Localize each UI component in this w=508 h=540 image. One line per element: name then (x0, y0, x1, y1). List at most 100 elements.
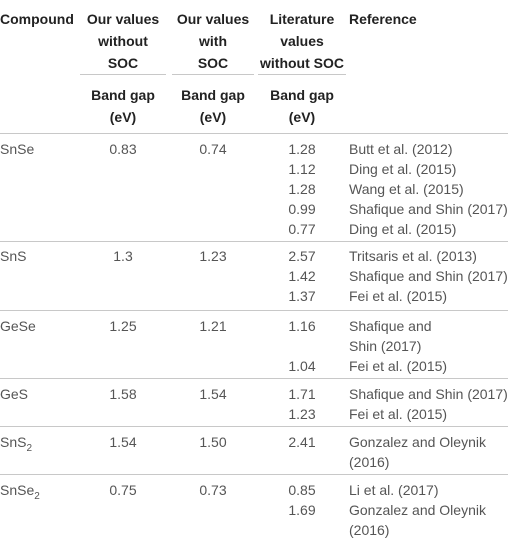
subheader-col1-line1: Band gap (91, 87, 155, 103)
reference-text: Ding et al. (2015) (349, 221, 457, 237)
subheader-col3-line2: (eV) (288, 109, 316, 125)
subheader-col3-line1: Band gap (270, 87, 334, 103)
subheader-col2: Band gap (eV) (172, 84, 254, 128)
subheader-col3: Band gap (eV) (258, 84, 346, 128)
row-sns-compound: SnS (0, 248, 27, 264)
row-divider (0, 378, 508, 379)
reference-text: Gonzalez and Oleynik (349, 434, 486, 450)
row-divider (0, 426, 508, 427)
row-sns2-without-soc: 1.54 (109, 434, 137, 450)
row-sns2-with-soc: 1.50 (199, 434, 227, 450)
reference-text: Fei et al. (2015) (349, 288, 448, 304)
literature-value: 1.28 (288, 181, 316, 197)
header-without-soc: Our values without SOC (80, 8, 166, 74)
row-snse2-references: Li et al. (2017) Gonzalez and Oleynik (2… (349, 480, 508, 540)
subheader-col2-line1: Band gap (181, 87, 245, 103)
compound-subscript: 2 (26, 442, 33, 454)
header-literature-line2: values (280, 33, 324, 49)
compound-subscript: 2 (34, 490, 40, 502)
row-sns2-literature: 2.41 (258, 432, 346, 452)
reference-text: Tritsaris et al. (2013) (349, 248, 477, 264)
header-literature-line1: Literature (269, 11, 335, 27)
row-ges-references: Shafique and Shin (2017) Fei et al. (201… (349, 384, 508, 424)
reference-text: Shafique and Shin (2017) (349, 386, 508, 402)
literature-value: 1.42 (288, 268, 316, 284)
reference-text: Shin (2017) (349, 338, 422, 354)
row-sns-references: Tritsaris et al. (2013) Shafique and Shi… (349, 246, 508, 306)
row-gese-references: Shafique and Shin (2017) Fei et al. (201… (349, 316, 508, 376)
reference-text: (2016) (349, 454, 390, 470)
literature-value: 1.16 (288, 318, 316, 334)
reference-text: Shafique and (349, 318, 432, 334)
row-sns2-references: Gonzalez and Oleynik (2016) (349, 432, 508, 472)
row-ges-literature: 1.71 1.23 (258, 384, 346, 424)
row-gese-without-soc: 1.25 (109, 318, 137, 334)
header-bottom-rule (0, 133, 508, 134)
row-gese-literature: 1.16 1.04 (258, 316, 346, 376)
row-gese-with-soc: 1.21 (199, 318, 227, 334)
row-sns-with-soc: 1.23 (199, 248, 227, 264)
row-snse-literature: 1.28 1.12 1.28 0.99 0.77 (258, 139, 346, 239)
reference-text: Butt et al. (2012) (349, 141, 453, 157)
row-snse2-with-soc: 0.73 (199, 482, 227, 498)
row-ges-without-soc: 1.58 (109, 386, 137, 402)
literature-value: 1.69 (288, 502, 316, 518)
compound-name: SnSe (0, 482, 35, 498)
row-snse-references: Butt et al. (2012) Ding et al. (2015) Wa… (349, 139, 508, 239)
literature-value: 2.41 (288, 434, 316, 450)
row-sns2-compound: SnS2 (0, 432, 32, 459)
header-without-soc-line2: without (98, 33, 148, 49)
header-with-soc-line3: SOC (197, 55, 229, 71)
literature-value: 0.99 (288, 201, 316, 217)
row-gese-compound: GeSe (0, 318, 36, 334)
row-snse2-literature: 0.85 1.69 (258, 480, 346, 520)
row-snse-with-soc: 0.74 (199, 141, 227, 157)
row-snse-without-soc: 0.83 (109, 141, 137, 157)
row-ges-compound: GeS (0, 386, 29, 402)
reference-text: Ding et al. (2015) (349, 161, 457, 177)
reference-text: Fei et al. (2015) (349, 358, 448, 374)
header-rule-1 (80, 74, 166, 75)
literature-value: 0.77 (288, 221, 316, 237)
header-without-soc-line1: Our values (86, 11, 160, 27)
reference-text: Shafique and Shin (2017) (349, 268, 508, 284)
literature-value: 1.04 (288, 358, 316, 374)
row-divider (0, 474, 508, 475)
header-compound: Compound (0, 11, 74, 27)
literature-value: 0.85 (288, 482, 316, 498)
subheader-col2-line2: (eV) (199, 109, 227, 125)
subheader-col1: Band gap (eV) (80, 84, 166, 128)
row-snse2-compound: SnSe2 (0, 480, 40, 507)
row-snse-compound: SnSe (0, 141, 35, 157)
row-sns-without-soc: 1.3 (113, 248, 133, 264)
row-ges-with-soc: 1.54 (199, 386, 227, 402)
header-rule-3 (258, 74, 346, 75)
header-reference: Reference (349, 11, 417, 27)
literature-value: 1.37 (288, 288, 316, 304)
header-literature: Literature values without SOC (258, 8, 346, 74)
literature-value: 1.12 (288, 161, 316, 177)
reference-text: Shafique and Shin (2017) (349, 201, 508, 217)
reference-text: Fei et al. (2015) (349, 406, 448, 422)
header-rule-2 (172, 74, 254, 75)
literature-value: 1.23 (288, 406, 316, 422)
row-divider (0, 310, 508, 311)
header-with-soc: Our values with SOC (172, 8, 254, 74)
reference-text: Gonzalez and Oleynik (349, 502, 486, 518)
literature-value: 2.57 (288, 248, 316, 264)
reference-text: Li et al. (2017) (349, 482, 439, 498)
reference-text: (2016) (349, 522, 390, 538)
compound-name: SnS (0, 434, 27, 450)
literature-value: 1.71 (288, 386, 316, 402)
subheader-col1-line2: (eV) (109, 109, 137, 125)
row-divider (0, 241, 508, 242)
header-without-soc-line3: SOC (107, 55, 139, 71)
row-sns-literature: 2.57 1.42 1.37 (258, 246, 346, 306)
header-literature-line3: without SOC (260, 55, 344, 71)
literature-value (258, 336, 346, 356)
literature-value: 1.28 (288, 141, 316, 157)
row-snse2-without-soc: 0.75 (109, 482, 137, 498)
reference-text: Wang et al. (2015) (349, 181, 464, 197)
header-with-soc-line1: Our values (176, 11, 250, 27)
header-with-soc-line2: with (199, 33, 227, 49)
